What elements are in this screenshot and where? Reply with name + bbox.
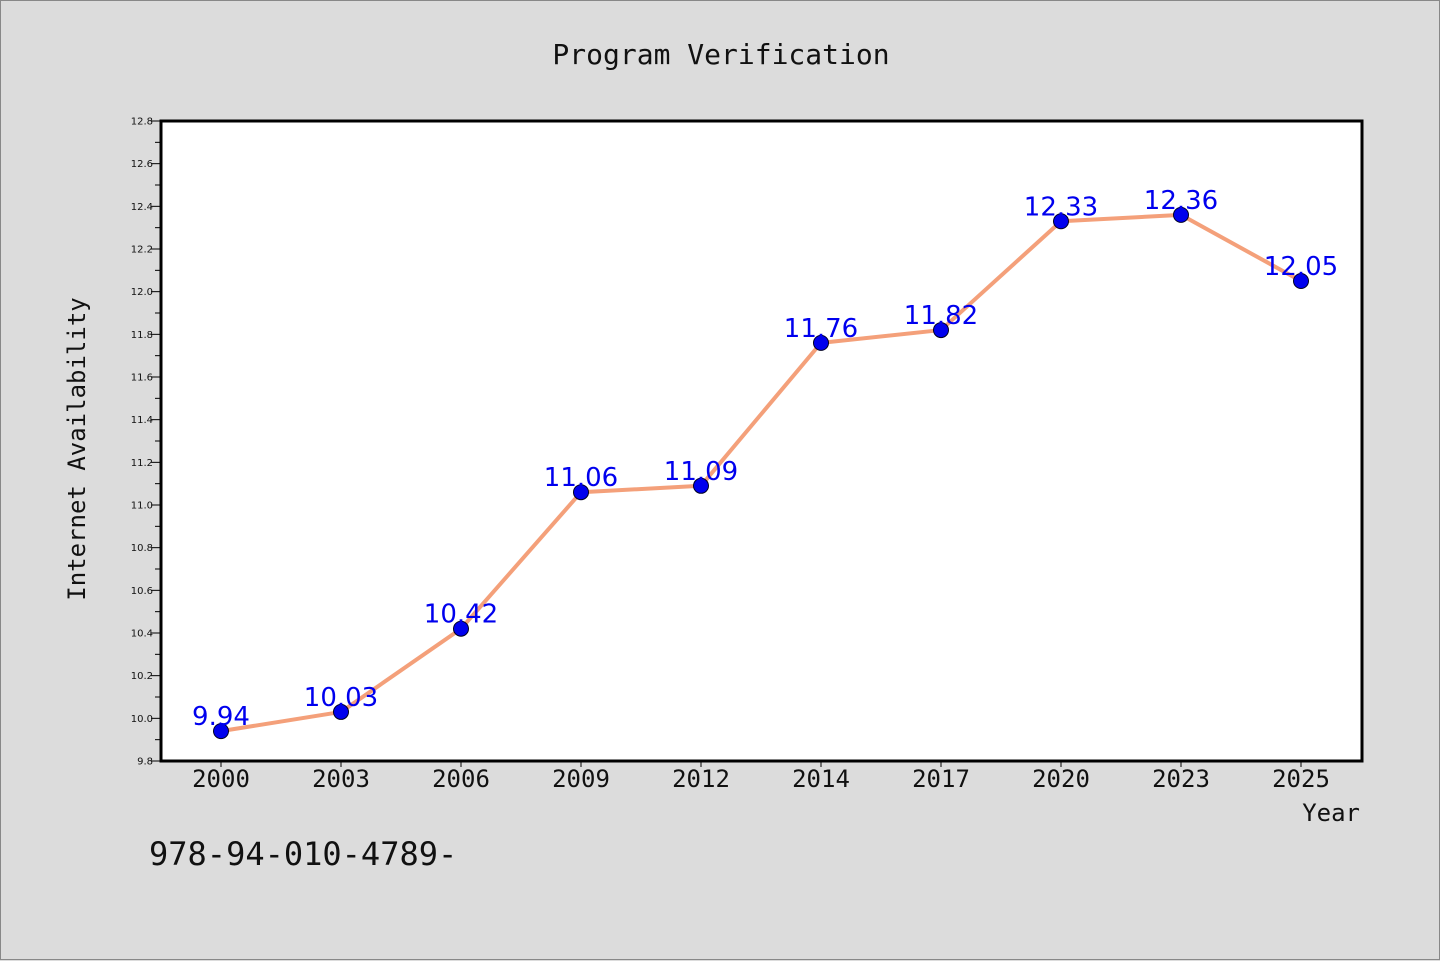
data-point — [1173, 206, 1189, 223]
data-label: 12.05 — [1264, 252, 1338, 282]
data-point — [213, 723, 229, 740]
data-label: 10.03 — [304, 683, 378, 713]
x-tick-label: 2006 — [432, 765, 490, 793]
y-tick-label: 10.2 — [131, 671, 153, 682]
x-axis-label: Year — [1302, 799, 1360, 827]
y-tick-label: 11.0 — [131, 501, 153, 512]
y-tick-label: 11.8 — [131, 330, 153, 341]
footer-isbn-text: 978-94-010-4789- — [149, 835, 457, 873]
y-tick-label: 10.4 — [131, 629, 153, 640]
x-tick-label: 2012 — [672, 765, 730, 793]
data-label: 12.33 — [1024, 192, 1098, 222]
data-label: 11.06 — [544, 463, 618, 493]
y-tick-label: 11.4 — [131, 415, 153, 426]
x-axis: 2000 2003 2006 2009 2012 2014 2017 2020 2023 2025 — [192, 761, 1330, 793]
data-label: 11.09 — [664, 457, 738, 487]
x-tick-label: 2020 — [1032, 765, 1090, 793]
y-tick-label: 12.8 — [131, 117, 153, 128]
data-point — [333, 703, 349, 720]
data-point — [933, 322, 949, 339]
data-point — [1053, 213, 1069, 230]
y-tick-label: 12.4 — [131, 202, 153, 213]
y-tick-label: 11.2 — [131, 458, 153, 469]
data-point — [573, 484, 589, 501]
y-tick-label: 12.6 — [131, 159, 153, 170]
data-label: 11.82 — [904, 301, 978, 331]
plot-area — [161, 121, 1362, 761]
data-label: 11.76 — [784, 314, 858, 344]
x-tick-label: 2017 — [912, 765, 970, 793]
data-point — [1293, 273, 1309, 289]
x-tick-label: 2003 — [312, 765, 370, 793]
y-tick-label: 11.6 — [131, 373, 153, 384]
x-tick-label: 2025 — [1272, 765, 1330, 793]
chart-title: Program Verification — [552, 38, 889, 71]
x-tick-label: 2023 — [1152, 765, 1210, 793]
x-tick-label: 2000 — [192, 765, 250, 793]
y-tick-label: 10.6 — [131, 586, 153, 597]
series-group: 9.94 10.03 10.42 11.06 11.09 11.76 11.82 12.33 1… — [192, 186, 1338, 740]
y-axis: 9.8 10.0 10.2 10.4 10.6 10.8 11.0 11.2 11.4 11.6 1… — [131, 117, 161, 768]
y-tick-label: 10.0 — [131, 714, 153, 725]
series-line — [220, 212, 1302, 734]
y-tick-label: 9.8 — [137, 757, 153, 768]
data-point — [813, 334, 829, 351]
x-tick-label: 2014 — [792, 765, 850, 793]
y-tick-label: 10.8 — [131, 543, 153, 554]
x-tick-label: 2009 — [552, 765, 610, 793]
data-point — [453, 620, 469, 637]
data-label: 12.36 — [1144, 186, 1218, 216]
plot-frame — [159, 119, 1364, 763]
data-label: 10.42 — [424, 600, 498, 630]
y-tick-label: 12.0 — [131, 287, 153, 298]
y-axis-label: Internet Availability — [63, 297, 91, 600]
y-tick-label: 12.2 — [131, 245, 153, 256]
data-point — [693, 477, 709, 494]
data-label: 9.94 — [192, 702, 250, 732]
